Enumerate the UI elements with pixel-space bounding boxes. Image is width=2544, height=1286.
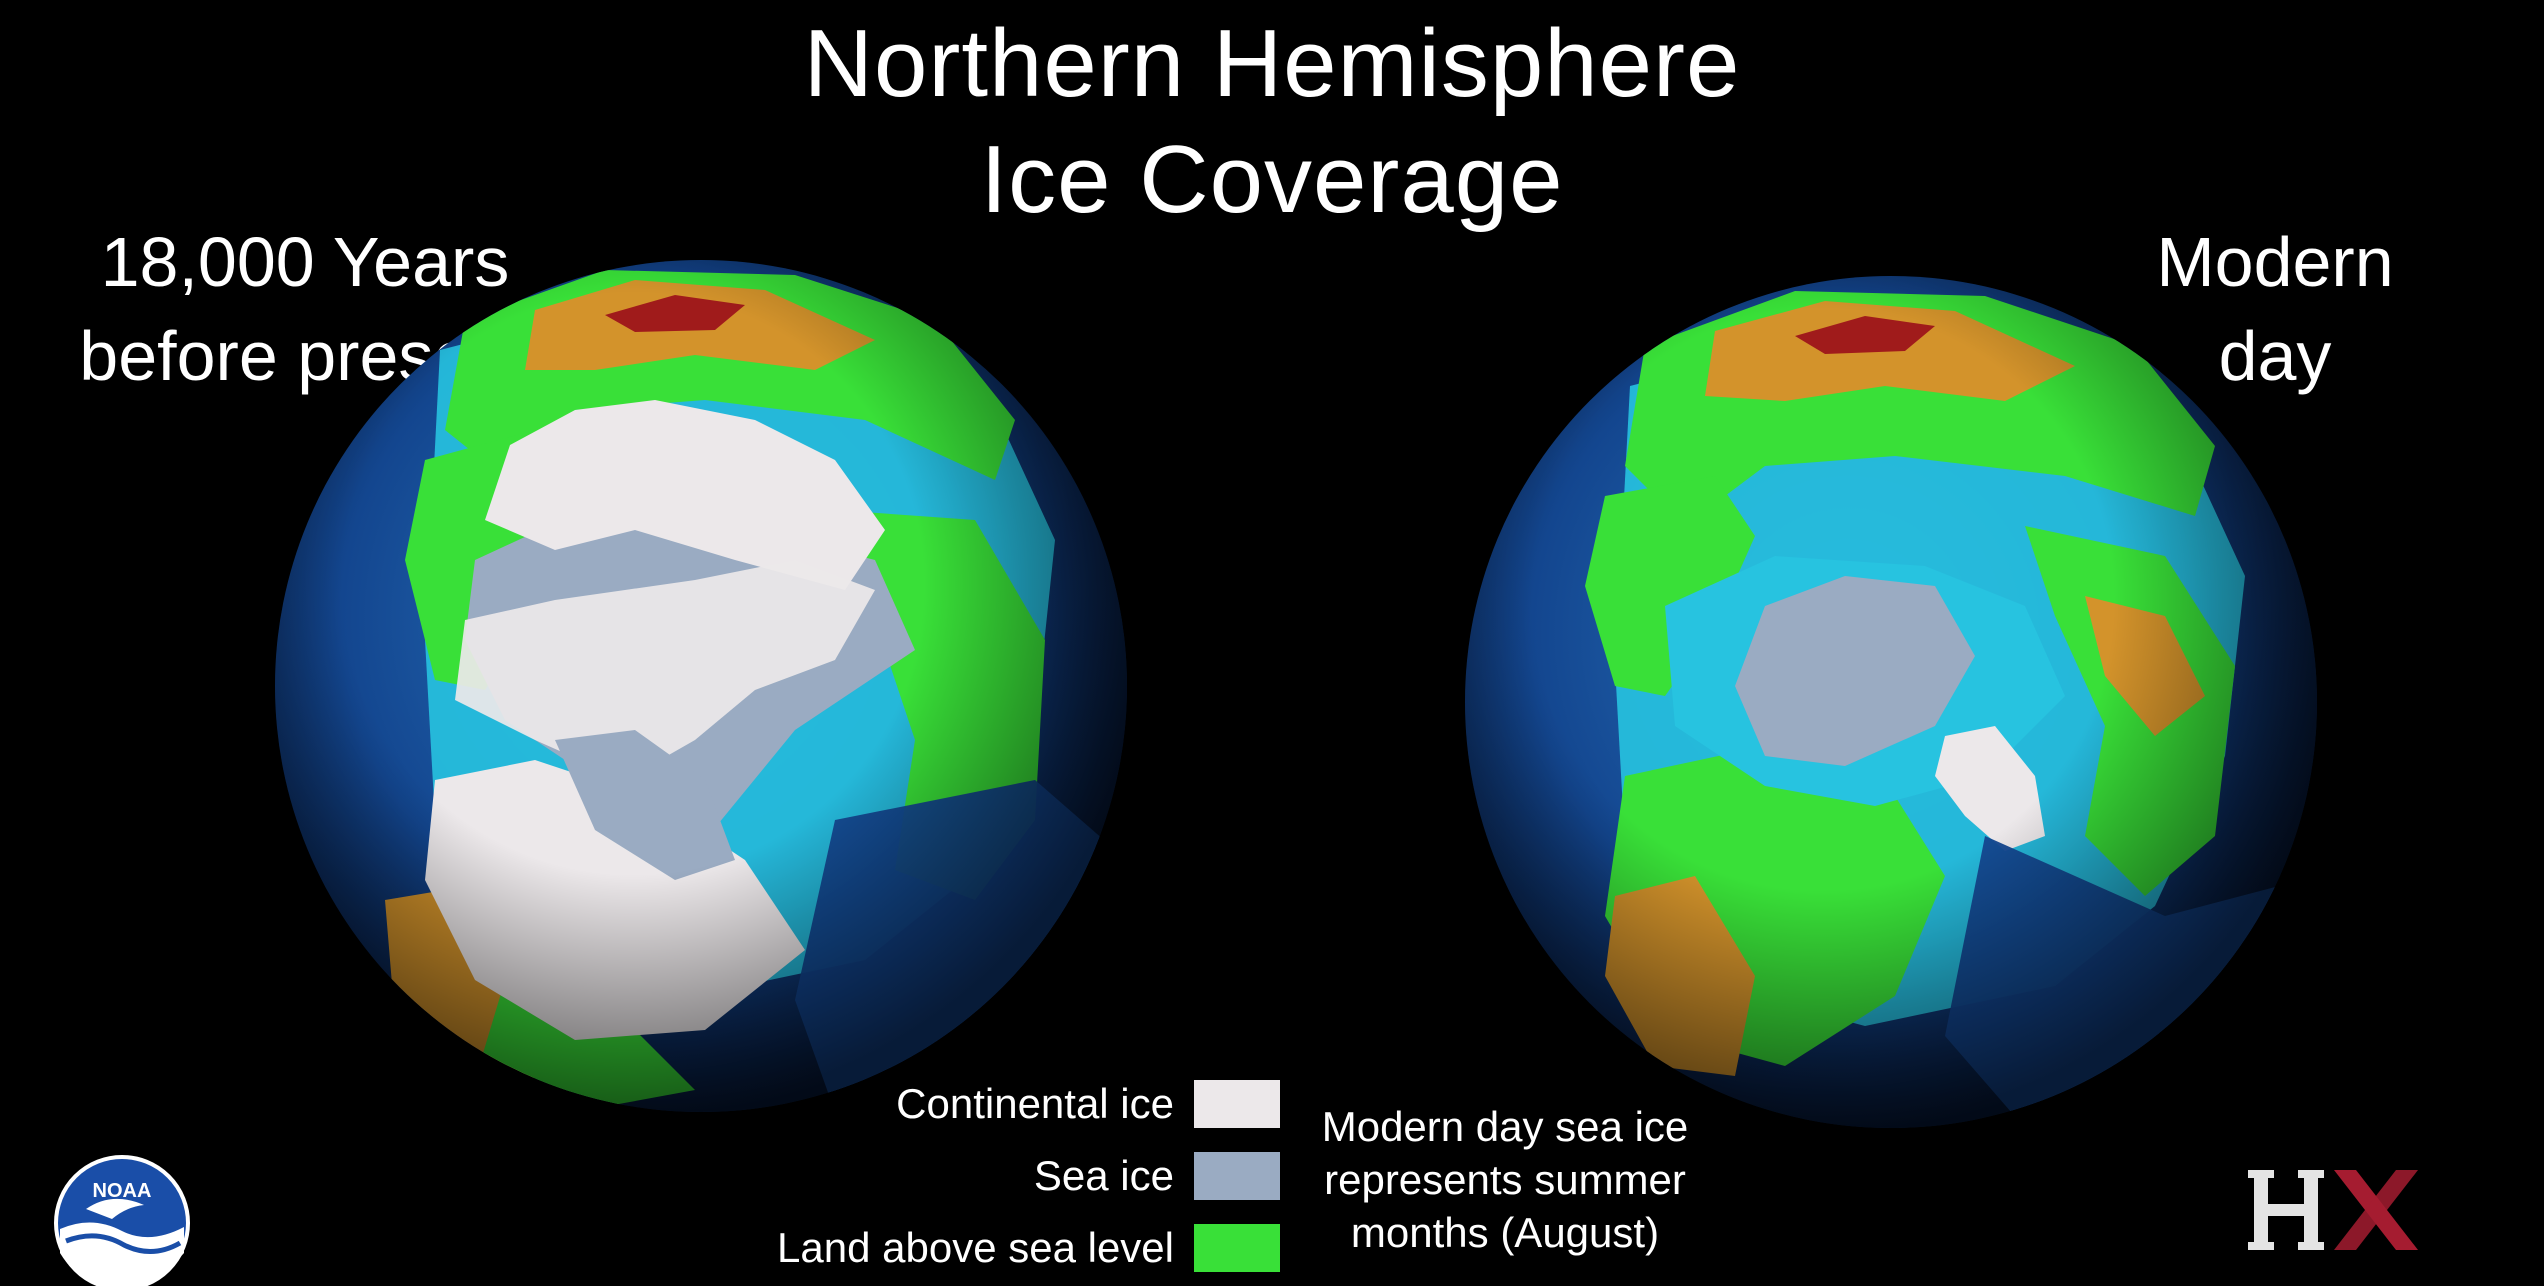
legend-label: Sea ice: [1033, 1152, 1174, 1199]
globe-past: [275, 260, 1127, 1112]
page-title: Northern Hemisphere Ice Coverage: [0, 6, 2544, 238]
note-line-3: months (August): [1350, 1209, 1660, 1256]
globe-shading: [275, 260, 1127, 1112]
sea-ice-note: Modern day sea ice represents summer mon…: [1305, 1100, 1705, 1259]
legend-item-continental-ice: Continental ice: [700, 1078, 1280, 1130]
globe-past-map: [275, 260, 1127, 1112]
hx-logo: [2248, 1160, 2424, 1260]
legend-item-sea-ice: Sea ice: [700, 1150, 1280, 1202]
legend-label: Continental ice: [896, 1080, 1174, 1127]
noaa-logo: NOAA: [52, 1153, 192, 1286]
hx-logo-mark: [2248, 1170, 2418, 1250]
noaa-emblem-icon: NOAA: [54, 1155, 190, 1286]
noaa-logo-text: NOAA: [93, 1180, 152, 1202]
past-caption-line-1: 18,000 Years: [100, 223, 510, 301]
land-swatch: [1194, 1224, 1280, 1272]
legend-item-land: Land above sea level: [700, 1222, 1280, 1274]
modern-caption: Modern day: [2085, 215, 2465, 403]
note-line-1: Modern day sea ice: [1321, 1103, 1689, 1150]
modern-caption-line-2: day: [2218, 317, 2332, 395]
modern-caption-line-1: Modern: [2156, 223, 2394, 301]
legend: Continental ice Sea ice Land above sea l…: [700, 1078, 1280, 1286]
title-line-2: Ice Coverage: [980, 126, 1564, 233]
title-line-1: Northern Hemisphere: [803, 10, 1741, 117]
continental-ice-swatch: [1194, 1080, 1280, 1128]
globe-modern-map: [1465, 276, 2317, 1128]
sea-ice-swatch: [1194, 1152, 1280, 1200]
note-line-2: represents summer: [1324, 1156, 1686, 1203]
globe-modern: [1465, 276, 2317, 1128]
globe-shading: [1465, 276, 2317, 1128]
legend-label: Land above sea level: [777, 1224, 1174, 1271]
